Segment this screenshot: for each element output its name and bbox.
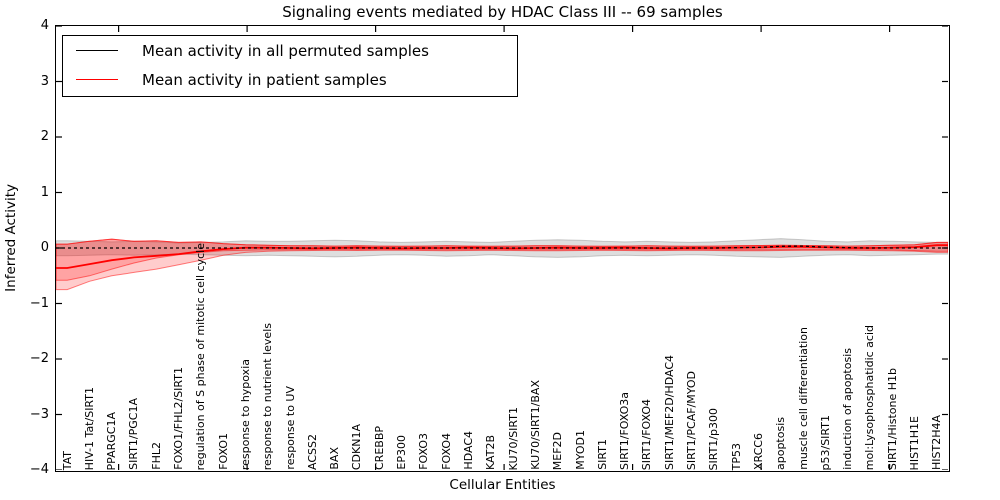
y-tick-label: −2 (29, 351, 49, 366)
y-tick-label: −1 (29, 296, 49, 311)
y-tick-label: 3 (40, 74, 49, 89)
x-tick-label: MEF2D (551, 431, 565, 470)
x-tick-label: muscle cell differentiation (796, 327, 810, 470)
legend-label-permuted: Mean activity in all permuted samples (142, 41, 429, 60)
x-tick-label: TP53 (729, 442, 743, 470)
chart-title: Signaling events mediated by HDAC Class … (282, 3, 723, 21)
x-tick-label: SIRT1/Histone H1b (885, 367, 899, 470)
x-tick-label: regulation of S phase of mitotic cell cy… (194, 242, 208, 470)
x-tick-label: SIRT1/FOXO4 (640, 398, 654, 470)
x-tick-label: HDAC4 (461, 431, 475, 470)
x-tick-label: KU70/SIRT1 (506, 406, 520, 470)
x-tick-label: XRCC6 (751, 433, 765, 470)
x-tick-label: p53/SIRT1 (818, 414, 832, 470)
y-tick-label: −3 (29, 407, 49, 422)
y-tick-label: 4 (40, 18, 49, 33)
legend-item-permuted: Mean activity in all permuted samples (63, 36, 517, 65)
x-tick-label: response to UV (283, 386, 297, 470)
y-tick-label: 1 (40, 185, 49, 200)
axis-ticks (56, 26, 948, 470)
x-tick-label: PPARGC1A (105, 411, 119, 470)
x-tick-label: SIRT1/p300 (707, 407, 721, 470)
plot-canvas (56, 26, 948, 470)
x-tick-label: SIRT1/MEF2D/HDAC4 (662, 355, 676, 470)
legend-line-sample-patient (76, 79, 118, 80)
patient-band-inner (56, 238, 948, 281)
x-tick-label: SIRT1/FOXO3a (618, 391, 631, 470)
x-tick-label: FHL2 (149, 442, 163, 470)
plot-area (55, 25, 950, 472)
y-tick-label: 2 (40, 129, 49, 144)
x-tick-label: SIRT1/PGC1A (127, 398, 141, 470)
permuted-mean-line (56, 245, 948, 249)
x-tick-label: response to nutrient levels (261, 322, 275, 470)
x-tick-label: TAT (60, 450, 74, 470)
x-tick-label: HIST2H4A (930, 414, 944, 470)
y-tick-label: 0 (40, 240, 49, 255)
x-tick-label: CREBBP (372, 426, 386, 470)
x-tick-label: SIRT1 (595, 439, 609, 470)
x-tick-label: HIST1H1E (908, 415, 921, 470)
x-tick-label: FOXO1 (216, 433, 230, 470)
x-tick-label: mol:Lysophosphatidic acid (863, 324, 877, 470)
x-tick-label: KU70/SIRT1/BAX (528, 380, 542, 470)
legend-label-patient: Mean activity in patient samples (142, 70, 387, 89)
x-tick-label: BAX (328, 447, 342, 470)
x-tick-label: FOXO3 (417, 433, 431, 470)
x-tick-label: SIRT1/PCAF/MYOD (685, 370, 698, 470)
x-tick-label: MYOD1 (573, 430, 587, 470)
legend: Mean activity in all permuted samples Me… (62, 35, 518, 97)
x-tick-label: ACSS2 (305, 434, 319, 470)
x-tick-label: KAT2B (484, 435, 498, 470)
y-tick-label: −4 (29, 462, 49, 477)
x-tick-label: response to hypoxia (239, 358, 252, 470)
x-tick-label: FOXO4 (439, 433, 453, 470)
x-tick-label: apoptosis (774, 417, 788, 470)
legend-item-patient: Mean activity in patient samples (63, 65, 517, 94)
x-tick-label: CDKN1A (350, 423, 364, 470)
x-tick-label: induction of apoptosis (841, 348, 854, 470)
legend-line-sample-permuted (76, 50, 118, 51)
x-tick-label: FOXO1/FHL2/SIRT1 (172, 367, 186, 470)
x-tick-label: EP300 (395, 435, 409, 470)
x-axis-label: Cellular Entities (449, 477, 556, 493)
x-tick-label: HIV-1 Tat/SIRT1 (82, 386, 96, 470)
